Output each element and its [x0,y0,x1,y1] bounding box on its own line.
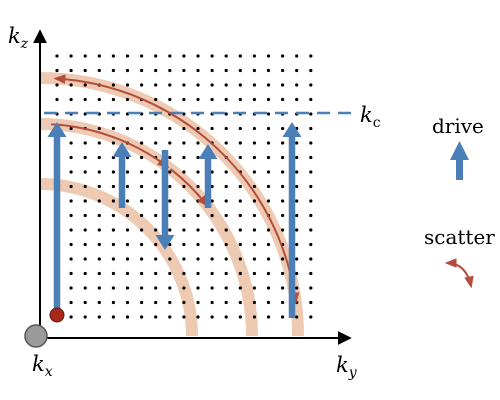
drive-arrows [47,122,302,318]
scatter-legend-icon [444,258,474,289]
origin-dot [24,324,48,348]
drive-legend-label: drive [432,114,484,138]
kc-cutoff-label: kc [360,103,381,131]
kz-axis-label: kz [8,24,29,52]
drive-arrow-up-left [47,122,67,312]
drive-arrow-up-far-right [282,122,302,318]
ky-axis-label: ky [336,353,357,381]
drive-legend-icon [450,141,469,180]
scatter-legend-label: scatter [424,225,495,249]
kx-origin-label: kx [32,352,53,380]
start-dot [49,307,65,323]
drive-arrow-up-center [112,142,132,208]
drive-arrow-up-right [198,144,218,208]
scatter-arc-middle-a [51,123,170,169]
scatter-arc-outer [53,74,300,305]
energy-shells [39,72,304,337]
drive-arrow-down-center [155,150,175,250]
band-outer [39,72,304,337]
